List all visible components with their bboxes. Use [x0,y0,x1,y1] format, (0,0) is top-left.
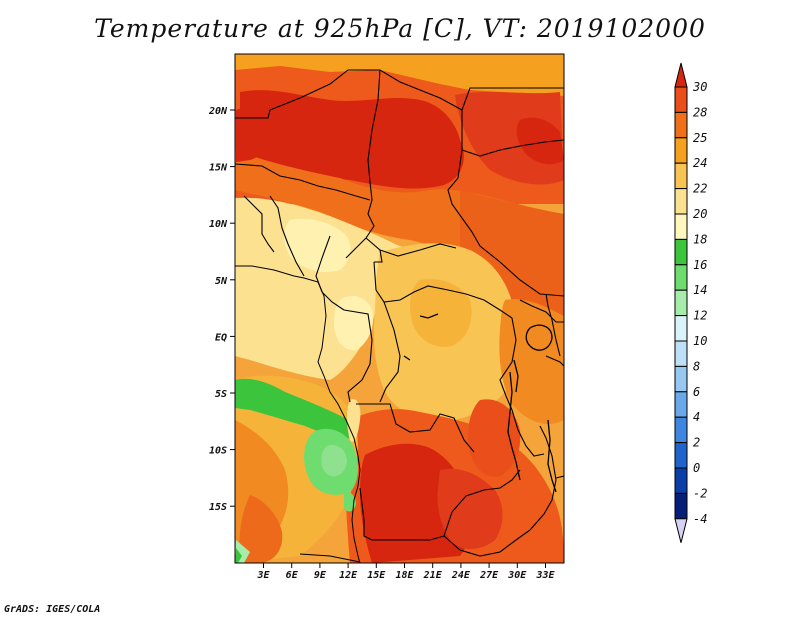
lon-tick-label: 12E [339,570,358,581]
colorbar-segment [674,238,688,266]
colorbar-label: 18 [693,232,707,246]
colorbar-top-arrow [674,62,688,88]
lon-tick-label: 3E [256,570,270,581]
colorbar-bottom-arrow [674,518,688,543]
lon-tick-label: 33E [535,570,555,581]
temperature-field [235,54,564,563]
map-title: Temperature at 925hPa [C], VT: 201910200… [94,14,706,43]
colorbar-label: 30 [692,80,707,94]
lat-tick-label: 5N [215,276,228,287]
colorbar-segment [674,365,688,393]
colorbar-label: 28 [693,105,707,119]
colorbar-label: 4 [693,410,700,424]
lat-tick-label: EQ [215,332,227,343]
lon-tick-label: 15E [367,570,386,581]
lat-tick-label: 10S [209,446,227,457]
colorbar-label: 22 [693,182,707,196]
lat-tick-label: 10N [209,219,228,230]
lon-tick-label: 30E [507,570,527,581]
colorbar-label: 25 [693,131,707,145]
colorbar-segment [674,162,688,190]
latitude-axis: 20N 15N 10N 5N EQ 5S 10S 15S [208,106,235,513]
lon-tick-label: 18E [395,570,414,581]
lon-tick-label: 21E [423,570,443,581]
colorbar-segment [674,315,688,342]
coastline [235,265,361,563]
lat-tick-label: 5S [215,389,227,400]
lon-tick-label: 6E [286,570,299,581]
colorbar-segment [674,442,688,469]
lat-tick-label: 20N [208,106,228,117]
colorbar-label: 12 [693,309,707,323]
longitude-axis: 3E 6E 9E 12E 15E 18E 21E 24E 27E 30E 33E [256,563,556,581]
colorbar-segment [674,289,688,317]
colorbar-segment [674,416,688,444]
colorbar-segment [674,213,688,240]
lon-tick-label: 9E [314,570,327,581]
colorbar-segment [674,391,688,418]
lat-tick-label: 15S [209,502,227,513]
colorbar-segment [674,264,688,291]
lat-tick-label: 15N [209,163,228,174]
map-frame [234,53,565,564]
colorbar-segment [674,86,688,113]
colorbar-label: -2 [693,486,707,500]
colorbar-segment [674,111,688,139]
colorbar-label: -4 [693,512,707,526]
colorbar-segment [674,188,688,215]
colorbar-label: 24 [693,156,707,170]
colorbar-segment [674,137,688,164]
lon-tick-label: 27E [479,570,499,581]
colorbar-segment [674,492,688,520]
colorbar-label: 8 [693,359,700,373]
colorbar-label: 16 [693,258,707,272]
colorbar-label: 20 [693,207,707,221]
lakes [403,313,557,493]
colorbar-label: 10 [693,334,707,348]
colorbar-label: 14 [693,283,707,297]
colorbar-label: 6 [693,385,700,399]
colorbar-label: 0 [693,461,700,475]
colorbar-label: 2 [693,436,700,450]
colorbar-segment [674,467,688,494]
country-borders [235,69,564,563]
lon-tick-label: 24E [451,570,471,581]
grads-credit: GrADS: IGES/COLA [4,604,101,615]
colorbar-segment [674,340,688,367]
